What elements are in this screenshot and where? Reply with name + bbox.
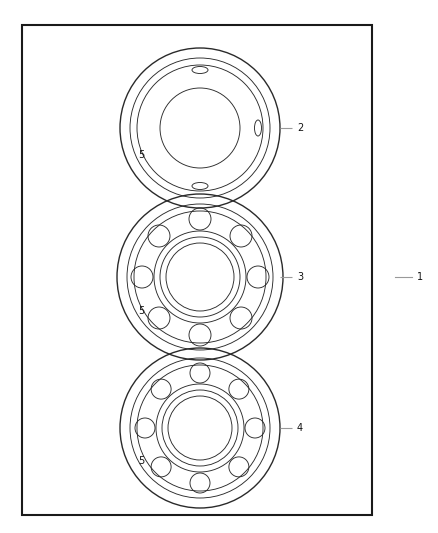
Text: 5: 5 xyxy=(138,456,144,466)
Text: 1: 1 xyxy=(417,272,423,282)
Text: 2: 2 xyxy=(297,123,303,133)
Text: 3: 3 xyxy=(297,272,303,282)
Text: 4: 4 xyxy=(297,423,303,433)
Text: 5: 5 xyxy=(138,306,144,316)
Text: 5: 5 xyxy=(138,150,144,160)
Bar xyxy=(22,25,372,515)
